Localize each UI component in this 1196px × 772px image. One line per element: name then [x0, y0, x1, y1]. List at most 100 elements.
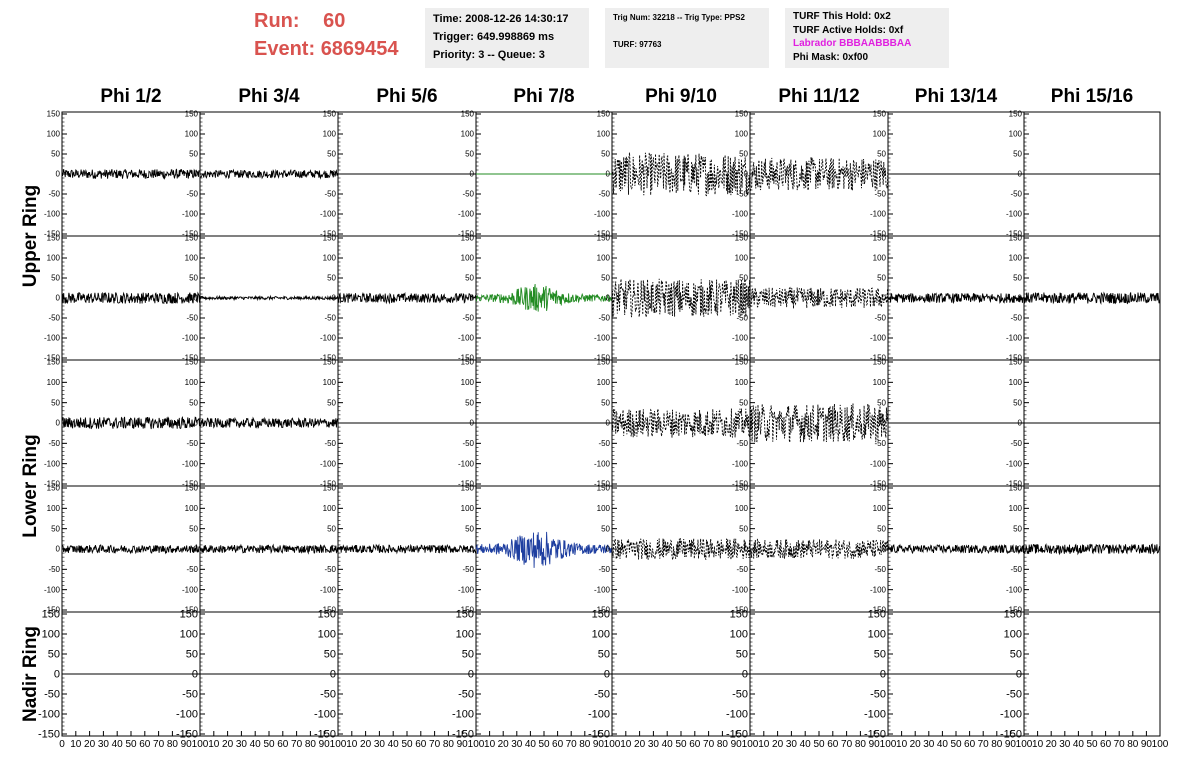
turf-this-hold: TURF This Hold: 0x2 — [793, 11, 891, 22]
ytick-label: -100 — [1006, 459, 1023, 468]
xtick-label: 80 — [1127, 739, 1139, 750]
ytick-label: -150 — [182, 354, 199, 363]
ytick-label: 0 — [194, 294, 199, 303]
xtick-label: 10 — [1032, 739, 1044, 750]
ytick-label: 50 — [877, 524, 886, 533]
ytick-label: -100 — [458, 334, 475, 343]
ytick-label: -100 — [732, 334, 749, 343]
ytick-label: 50 — [324, 649, 336, 661]
xtick-label: 10 — [70, 739, 82, 750]
ytick-label: 0 — [882, 170, 887, 179]
ytick-label: 150 — [185, 110, 199, 119]
ytick-label: 50 — [739, 274, 748, 283]
waveform-r1-c6 — [749, 157, 889, 192]
ytick-label: 50 — [51, 274, 60, 283]
ytick-label: -150 — [732, 230, 749, 239]
ytick-label: 50 — [465, 150, 474, 159]
ytick-label: 50 — [465, 274, 474, 283]
ytick-label: -50 — [732, 689, 748, 701]
phi-header-5: Phi 9/10 — [645, 86, 717, 107]
xtick-label: 20 — [360, 739, 372, 750]
waveform-r2-c5 — [611, 277, 751, 318]
xtick-label: 90 — [181, 739, 193, 750]
ytick-label: -50 — [462, 439, 474, 448]
xtick-label: 60 — [139, 739, 151, 750]
xtick-label: 100 — [330, 739, 347, 750]
xtick-label: 30 — [236, 739, 248, 750]
ytick-label: 0 — [330, 669, 336, 681]
ytick-label: 150 — [42, 609, 60, 621]
ytick-label: 100 — [597, 254, 611, 263]
ytick-label: -150 — [458, 354, 475, 363]
xtick-label: 80 — [167, 739, 179, 750]
ytick-label: 100 — [735, 378, 749, 387]
xtick-label: 90 — [1005, 739, 1017, 750]
xtick-label: 100 — [468, 739, 485, 750]
ytick-label: 0 — [744, 170, 749, 179]
ytick-label: 0 — [880, 669, 886, 681]
ytick-label: 0 — [56, 419, 61, 428]
ytick-label: -50 — [48, 565, 60, 574]
ytick-label: 150 — [185, 234, 199, 243]
xtick-label: 100 — [192, 739, 209, 750]
ytick-label: 50 — [877, 150, 886, 159]
ytick-label: 0 — [606, 419, 611, 428]
ytick-label: -100 — [870, 585, 887, 594]
ytick-label: 100 — [456, 629, 474, 641]
ytick-label: 150 — [180, 609, 198, 621]
xtick-label: 100 — [604, 739, 621, 750]
ytick-label: 150 — [323, 110, 337, 119]
ytick-label: -150 — [44, 354, 61, 363]
xtick-label: 70 — [291, 739, 303, 750]
ytick-label: 0 — [1018, 545, 1023, 554]
priority-text: Priority: 3 -- Queue: 3 — [433, 49, 545, 61]
run-label: Run: — [254, 10, 300, 32]
ytick-label: 100 — [597, 378, 611, 387]
phi-header-2: Phi 3/4 — [238, 86, 300, 107]
ytick-label: 0 — [192, 669, 198, 681]
ytick-label: 150 — [868, 609, 886, 621]
ytick-label: 150 — [318, 609, 336, 621]
xtick-label: 80 — [443, 739, 455, 750]
ytick-label: -50 — [598, 439, 610, 448]
ytick-label: -150 — [320, 230, 337, 239]
ytick-label: 0 — [882, 419, 887, 428]
ytick-label: 50 — [327, 274, 336, 283]
ytick-label: 150 — [873, 234, 887, 243]
ytick-label: 150 — [1009, 234, 1023, 243]
ytick-label: 50 — [48, 649, 60, 661]
ytick-label: 0 — [332, 170, 337, 179]
ytick-label: 0 — [54, 669, 60, 681]
ytick-label: -100 — [594, 459, 611, 468]
ytick-label: 0 — [468, 669, 474, 681]
ytick-label: 150 — [323, 234, 337, 243]
ytick-label: -50 — [186, 565, 198, 574]
ytick-label: 100 — [323, 130, 337, 139]
ytick-label: 0 — [470, 170, 475, 179]
ytick-label: -150 — [314, 729, 336, 741]
ytick-label: 150 — [597, 358, 611, 367]
ytick-label: -150 — [182, 606, 199, 615]
ytick-label: 100 — [318, 629, 336, 641]
xtick-label: 20 — [498, 739, 510, 750]
ytick-label: -100 — [870, 334, 887, 343]
ytick-label: -50 — [1010, 439, 1022, 448]
xtick-label: 30 — [786, 739, 798, 750]
ytick-label: 150 — [456, 609, 474, 621]
xtick-label: 0 — [59, 739, 65, 750]
waveform-r4-c5 — [611, 538, 751, 562]
waveform-r4-c6 — [749, 538, 889, 559]
ytick-label: 50 — [1013, 524, 1022, 533]
ytick-label: 50 — [51, 150, 60, 159]
ytick-label: -150 — [38, 729, 60, 741]
ytick-label: 100 — [185, 504, 199, 513]
turf-info-box: TURF This Hold: 0x2 TURF Active Holds: 0… — [785, 8, 949, 68]
ytick-label: -150 — [44, 606, 61, 615]
ytick-label: 50 — [1013, 398, 1022, 407]
xtick-label: 60 — [964, 739, 976, 750]
ytick-label: 50 — [739, 398, 748, 407]
xtick-label: 20 — [772, 739, 784, 750]
xtick-label: 40 — [525, 739, 537, 750]
ytick-label: 50 — [601, 398, 610, 407]
ytick-label: 100 — [42, 629, 60, 641]
